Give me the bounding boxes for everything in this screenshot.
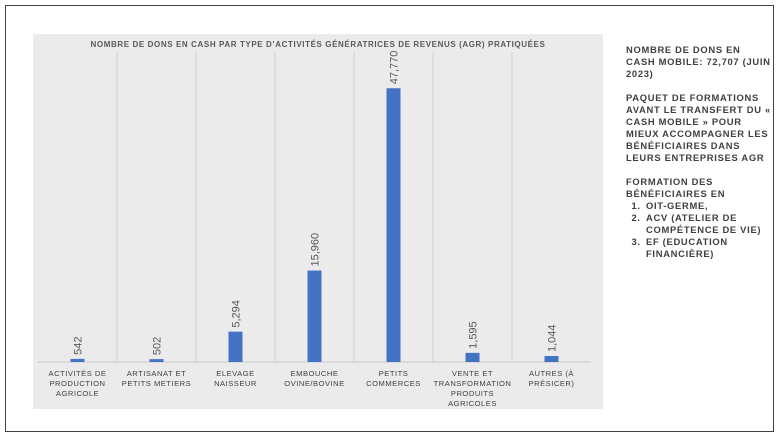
bar (386, 88, 401, 362)
training-item: EF (EDUCATION FINANCIÈRE) (644, 236, 772, 260)
category-label: Elevage naisseur (214, 369, 257, 388)
bar (465, 352, 480, 362)
slide-frame (5, 5, 774, 432)
training-item: OIT-GERME, (644, 200, 772, 212)
category-label: Autres (à présicer) (528, 369, 575, 388)
bar (307, 270, 322, 362)
category-label: Artisanat et petits metiers (121, 369, 192, 388)
data-label: 1,044 (547, 324, 559, 352)
bar (149, 359, 164, 362)
training-item: ACV (ATELIER DE COMPÉTENCE DE VIE) (644, 212, 772, 236)
bar (70, 358, 85, 362)
bar (544, 356, 559, 362)
chart-title: NOMBRE DE DONS EN CASH PAR TYPE D’ACTIVI… (90, 40, 546, 49)
training-heading: FORMATION DES BÉNÉFICIAIRES EN (626, 176, 726, 199)
bar-chart: 542 502 5,294 15,960 47,770 1,595 1,044 (38, 51, 591, 363)
data-label: 5,294 (231, 300, 243, 328)
category-label: Embouche ovine/bovine (284, 369, 345, 388)
training-list: OIT-GERME, ACV (ATELIER DE COMPÉTENCE DE… (626, 200, 772, 260)
data-label: 15,960 (310, 233, 322, 267)
category-label: Vente et transformation produits agricol… (433, 369, 512, 408)
data-label: 542 (73, 337, 85, 355)
category-label: Petits commerces (366, 369, 421, 388)
side-panel: NOMBRE DE DONS EN CASH MOBILE: 72,707 (J… (626, 44, 772, 260)
training-package-text: PAQUET DE FORMATIONS AVANT LE TRANSFERT … (626, 92, 771, 163)
data-label: 502 (152, 337, 164, 355)
data-label: 1,595 (468, 321, 480, 349)
data-label: 47,770 (389, 51, 401, 85)
category-label: Activités de production agricole (48, 369, 107, 398)
bar (228, 331, 243, 362)
total-donations-text: NOMBRE DE DONS EN CASH MOBILE: 72,707 (J… (626, 44, 771, 79)
chart-panel: NOMBRE DE DONS EN CASH PAR TYPE D’ACTIVI… (33, 34, 603, 409)
